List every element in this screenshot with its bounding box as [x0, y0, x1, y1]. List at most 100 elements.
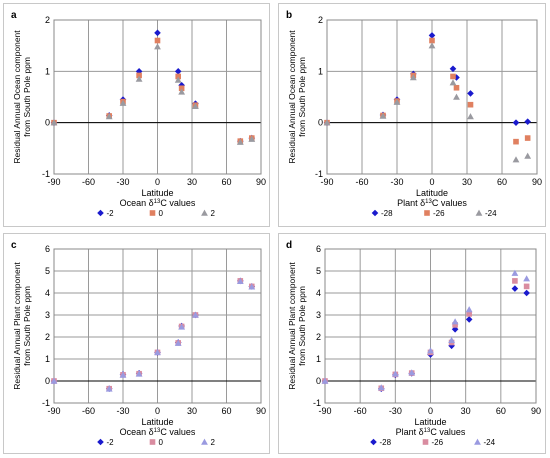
- data-point: [428, 32, 436, 39]
- y-tick-label: 2: [45, 15, 50, 25]
- x-tick-label: -90: [47, 406, 60, 416]
- data-point: [523, 283, 530, 290]
- legend-title-main: Ocean δ: [120, 198, 154, 208]
- series-0: [51, 278, 255, 392]
- y-tick-label: 6: [316, 244, 321, 254]
- y-tick-label: 1: [316, 354, 321, 364]
- x-tick-label: 60: [497, 177, 507, 187]
- data-point: [453, 93, 460, 100]
- x-tick-label: 0: [428, 406, 433, 416]
- data-point: [174, 68, 182, 75]
- data-point: [105, 113, 113, 120]
- legend-label: -2: [107, 209, 115, 218]
- legend-title-main: Plant δ: [396, 427, 424, 437]
- data-point: [135, 75, 143, 82]
- legend-marker: [201, 209, 208, 216]
- data-point: [178, 88, 186, 95]
- data-point: [449, 79, 457, 86]
- legend-title-main: Ocean δ: [120, 427, 154, 437]
- y-axis-label: Residual Annual Plant component: [12, 262, 22, 390]
- legend-marker: [424, 210, 430, 216]
- x-tick-label: -90: [320, 177, 333, 187]
- data-point: [323, 119, 331, 126]
- series--24: [323, 42, 532, 163]
- data-point: [427, 347, 434, 354]
- panel-label: d: [286, 240, 292, 251]
- data-point: [248, 283, 256, 290]
- y-tick-label: -1: [313, 398, 321, 408]
- series-2: [50, 277, 256, 392]
- series-0: [51, 37, 255, 144]
- data-point: [452, 322, 458, 328]
- x-tick-label: -60: [354, 406, 367, 416]
- legend-title: Plant δ13C values: [397, 198, 467, 208]
- series--2: [50, 277, 256, 392]
- x-tick-label: 60: [221, 406, 231, 416]
- series--26: [324, 37, 531, 145]
- data-point: [428, 42, 436, 49]
- legend-marker: [201, 438, 208, 445]
- y-tick-label: 2: [318, 15, 323, 25]
- chart-a: -90 -60 -30 0 30 60 90 -1 0 1 2 a Residual Annual Oc…: [11, 10, 266, 218]
- legend-title-main: Plant δ: [397, 198, 425, 208]
- data-point: [321, 377, 329, 384]
- x-tick-label: 90: [256, 177, 266, 187]
- data-point: [465, 306, 473, 313]
- legend-label: -24: [485, 209, 497, 218]
- x-axis-label: Latitude: [416, 188, 448, 198]
- legend-title-rest: C values: [160, 427, 196, 437]
- data-point: [450, 73, 456, 80]
- y-axis-label: from South Pole ppm: [297, 286, 307, 366]
- data-point: [377, 384, 385, 391]
- data-point: [192, 102, 199, 109]
- series--26: [322, 278, 530, 392]
- x-tick-label: 0: [429, 177, 434, 187]
- legend-label: 2: [211, 209, 216, 218]
- x-tick-label: 0: [155, 406, 160, 416]
- x-tick-label: 30: [187, 177, 197, 187]
- data-point: [178, 85, 185, 92]
- y-tick-label: 4: [316, 288, 321, 298]
- chart-c: -90 -60 -30 0 30 60 90 -1 0 1 2 3 4 5 6 c Residual Annua…: [11, 240, 266, 447]
- x-tick-label: -30: [389, 406, 402, 416]
- x-axis-label: Latitude: [414, 417, 446, 427]
- data-point: [192, 311, 199, 318]
- x-tick-label: 60: [221, 177, 231, 187]
- data-point: [50, 119, 58, 126]
- y-tick-label: 2: [316, 332, 321, 342]
- legend-label: -24: [484, 438, 496, 447]
- legend-marker: [149, 439, 156, 445]
- y-tick-label: 0: [45, 118, 50, 128]
- legend-title-sup: 13: [424, 428, 431, 434]
- data-point: [178, 323, 186, 330]
- data-point: [523, 289, 530, 297]
- y-tick-label: 5: [316, 266, 321, 276]
- y-tick-label: 2: [45, 332, 50, 342]
- plot-frame: [53, 248, 262, 404]
- x-axis-label: Latitude: [141, 417, 173, 427]
- data-point: [523, 275, 531, 282]
- panel-label: c: [11, 240, 17, 251]
- y-tick-label: 5: [45, 266, 50, 276]
- data-point: [524, 152, 532, 159]
- data-point: [409, 74, 417, 81]
- panel-b: -90 -60 -30 0 30 60 90 -1 0 1 2 b Residual Annual Oc…: [278, 3, 546, 227]
- data-point: [524, 135, 531, 141]
- data-point: [408, 369, 416, 376]
- legend-title-rest: C values: [430, 427, 466, 437]
- y-axis-label: from South Pole ppm: [297, 57, 307, 137]
- y-tick-label: 0: [318, 118, 323, 128]
- legend-label: -28: [381, 209, 393, 218]
- data-point: [105, 385, 113, 392]
- data-point: [236, 138, 244, 145]
- data-point: [467, 90, 474, 97]
- y-tick-label: 1: [318, 66, 323, 76]
- legend-label: 2: [211, 438, 216, 447]
- x-tick-label: -30: [116, 177, 129, 187]
- x-tick-label: 60: [496, 406, 506, 416]
- data-point: [175, 73, 181, 80]
- legend-label: 0: [159, 438, 164, 447]
- legend-title-rest: C values: [160, 198, 196, 208]
- panel-a: -90 -60 -30 0 30 60 90 -1 0 1 2 a Residual Annual Oc…: [3, 3, 270, 227]
- series--2: [50, 29, 256, 145]
